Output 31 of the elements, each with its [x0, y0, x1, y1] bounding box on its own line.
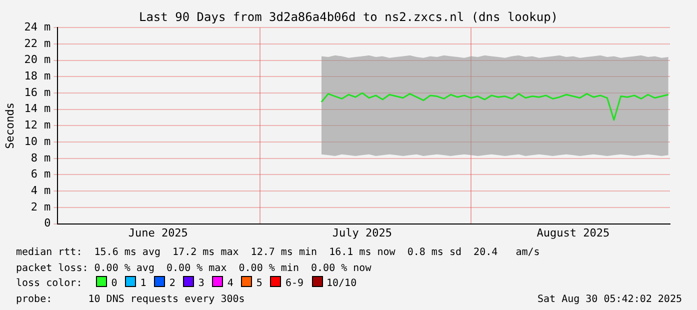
text: 3: [198, 278, 204, 289]
x-tick-label: August 2025: [536, 226, 610, 240]
x-tick-label: June 2025: [128, 226, 188, 240]
text: median rtt: 15.6 ms avg 17.2 ms max 12.7 ms min 16.1 ms now 0.8 ms sd 20.4 am/s: [16, 247, 540, 258]
y-tick-label: 14 m: [24, 102, 52, 116]
text: 4: [227, 278, 234, 289]
text: loss color:: [16, 278, 84, 289]
y-tick-label: 24 m: [24, 20, 52, 34]
text: probe: 10 DNS requests every 300s: [16, 294, 245, 304]
text: 2: [169, 278, 176, 289]
y-tick-label: 12 m: [24, 118, 52, 132]
chart-title: Last 90 Days from 3d2a86a4b06d to ns2.zxcs.nl (dns lookup): [138, 10, 558, 24]
y-tick-label: 4 m: [30, 184, 52, 197]
x-tick-label: July 2025: [332, 226, 392, 240]
y-tick-label: 6 m: [30, 168, 52, 181]
text: 0: [111, 278, 118, 289]
text: packet loss: 0.00 % avg 0.00 % max 0.00 % min 0.00 % now: [16, 262, 372, 274]
y-tick-label: 0: [44, 216, 51, 230]
y-tick-label: 2 m: [30, 200, 52, 214]
text: 10/10: [326, 278, 357, 289]
y-axis-title: Seconds: [3, 102, 16, 149]
text: Sat Aug 30 05:42:02 2025: [538, 292, 682, 306]
y-tick-label: 10 m: [24, 134, 52, 148]
y-tick-label: 18 m: [24, 70, 52, 83]
y-tick-label: 16 m: [24, 86, 52, 99]
y-tick-label: 8 m: [30, 151, 52, 164]
y-tick-label: 20 m: [24, 53, 52, 66]
text: 5: [256, 278, 262, 289]
text: 6-9: [285, 278, 304, 289]
text: 1: [140, 278, 146, 289]
y-tick-label: 22 m: [24, 36, 52, 50]
